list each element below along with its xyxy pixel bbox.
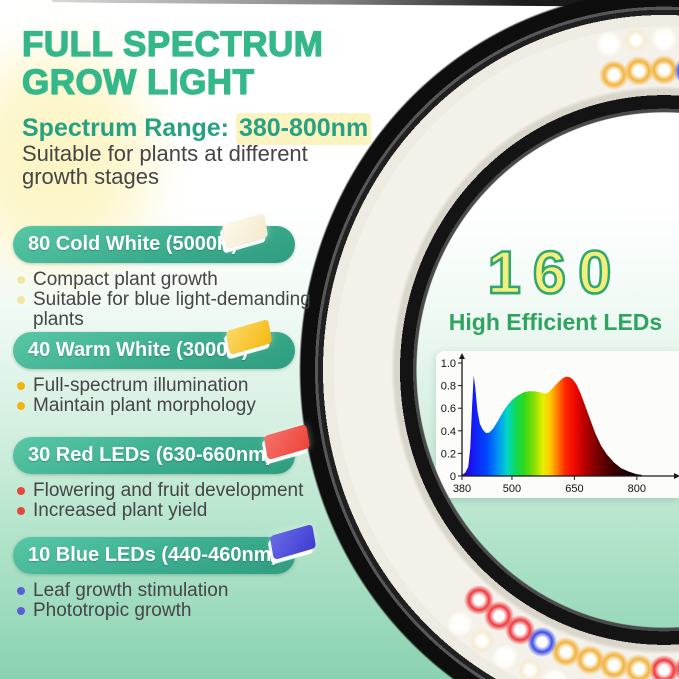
ring-light: ✦✦✦✦✦✦✦✦✦✦✦✦✦✦✦✦✦✦✦✦✦✦✦✦✦✦✦✦✦✦✦✦✦✦✦✦✦✦✦✦…: [299, 0, 679, 679]
bullet-item: Increased plant yield: [13, 501, 313, 521]
ring-top-edge: [52, 0, 679, 7]
description-text: Suitable for plants at different growth …: [22, 141, 308, 189]
bullet-list: Leaf growth stimulation Phototropic grow…: [13, 581, 343, 621]
led-section-warm-white: 40 Warm White (3000K) Full-spectrum illu…: [13, 319, 343, 416]
bullet-item: Maintain plant morphology: [13, 396, 313, 416]
led-sparkle-icon: ✦: [491, 608, 507, 623]
led-sparkle-icon: ✦: [631, 63, 647, 79]
led-sparkle-icon: ✦: [473, 592, 485, 607]
led-sparkle-icon: ✦: [513, 621, 528, 637]
led-sparkle-icon: ✦: [558, 643, 574, 659]
led-sparkle-icon: ✦: [536, 636, 550, 648]
led-chip-icon: [269, 524, 317, 560]
bullet-dot: [17, 507, 25, 515]
led-sparkle-icon: ✦: [607, 66, 621, 82]
title-line-1: FULL SPECTRUM: [21, 25, 324, 64]
led-sparkle-icon: ✦: [523, 663, 537, 677]
led-glow: ✦: [446, 610, 473, 637]
bullet-dot: [17, 296, 25, 304]
bullet-item: Phototropic growth: [13, 601, 313, 621]
led-glow: ✦: [463, 584, 494, 615]
led-sparkle-icon: ✦: [475, 633, 489, 648]
led-sparkle-icon: ✦: [658, 63, 670, 77]
bullet-item: Flowering and fruit development: [13, 481, 313, 501]
bullet-dot: [17, 402, 25, 410]
led-sparkle-icon: ✦: [549, 674, 561, 679]
led-glow: ✦: [623, 27, 650, 54]
bullet-item: Full-spectrum illumination: [13, 376, 313, 396]
led-glow: ✦: [649, 55, 679, 86]
led-glow: ✦: [468, 628, 495, 655]
spectrum-range-label: Spectrum Range: 380-800nm: [22, 113, 372, 145]
led-glow: ✦: [568, 676, 595, 679]
bullet-list: Compact plant growth Suitable for blue l…: [13, 270, 343, 330]
led-section-red: 30 Red LEDs (630-660nm) Flowering and fr…: [13, 424, 343, 521]
led-chip-icon: [221, 213, 269, 249]
bullet-item: Compact plant growth: [13, 270, 313, 290]
bullet-dot: [17, 487, 25, 495]
led-sparkle-icon: ✦: [658, 33, 671, 45]
bullet-dot: [17, 382, 25, 390]
badge-warm-white: 40 Warm White (3000K): [13, 319, 295, 369]
badge-cold-white: 80 Cold White (5000K): [13, 213, 295, 263]
badge-blue-leds: 10 Blue LEDs (440-460nm): [13, 524, 317, 574]
led-sparkle-icon: ✦: [632, 660, 646, 676]
led-sparkle-icon: ✦: [606, 658, 622, 672]
led-sparkle-icon: ✦: [584, 652, 595, 666]
led-glow: ✦: [492, 643, 518, 670]
led-sparkle-icon: ✦: [629, 32, 644, 47]
led-glow: ✦: [542, 668, 569, 679]
led-section-cold-white: 80 Cold White (5000K) Compact plant grow…: [13, 213, 343, 330]
badge-red-leds: 30 Red LEDs (630-660nm): [13, 424, 311, 474]
bullet-item: Leaf growth stimulation: [13, 581, 313, 601]
led-sparkle-icon: ✦: [604, 38, 613, 49]
led-glow: ✦: [516, 657, 543, 679]
bullet-dot: [17, 276, 25, 284]
led-sparkle-icon: ✦: [500, 650, 510, 663]
title-line-2: GROW LIGHT: [21, 63, 255, 102]
bullet-list: Flowering and fruit development Increase…: [13, 481, 343, 521]
bullet-dot: [17, 587, 25, 595]
bullet-dot: [17, 607, 25, 615]
bullet-item: Suitable for blue light-demanding plants: [13, 290, 313, 330]
led-glow: ✦: [623, 56, 654, 87]
led-sparkle-icon: ✦: [657, 663, 672, 676]
page-title: FULL SPECTRUM GROW LIGHT: [21, 25, 324, 102]
led-sparkle-icon: ✦: [454, 618, 467, 629]
led-glow: ✦: [651, 25, 677, 52]
spectrum-range-value: 380-800nm: [235, 113, 372, 145]
bullet-list: Full-spectrum illumination Maintain plan…: [13, 376, 343, 416]
led-glow: ✦: [649, 654, 679, 679]
led-chip-icon: [263, 424, 311, 460]
spectrum-range-prefix: Spectrum Range:: [22, 114, 236, 142]
led-section-blue: 10 Blue LEDs (440-460nm) Leaf growth sti…: [13, 524, 343, 621]
led-glow: ✦: [674, 56, 679, 87]
led-glow: ✦: [595, 31, 622, 57]
